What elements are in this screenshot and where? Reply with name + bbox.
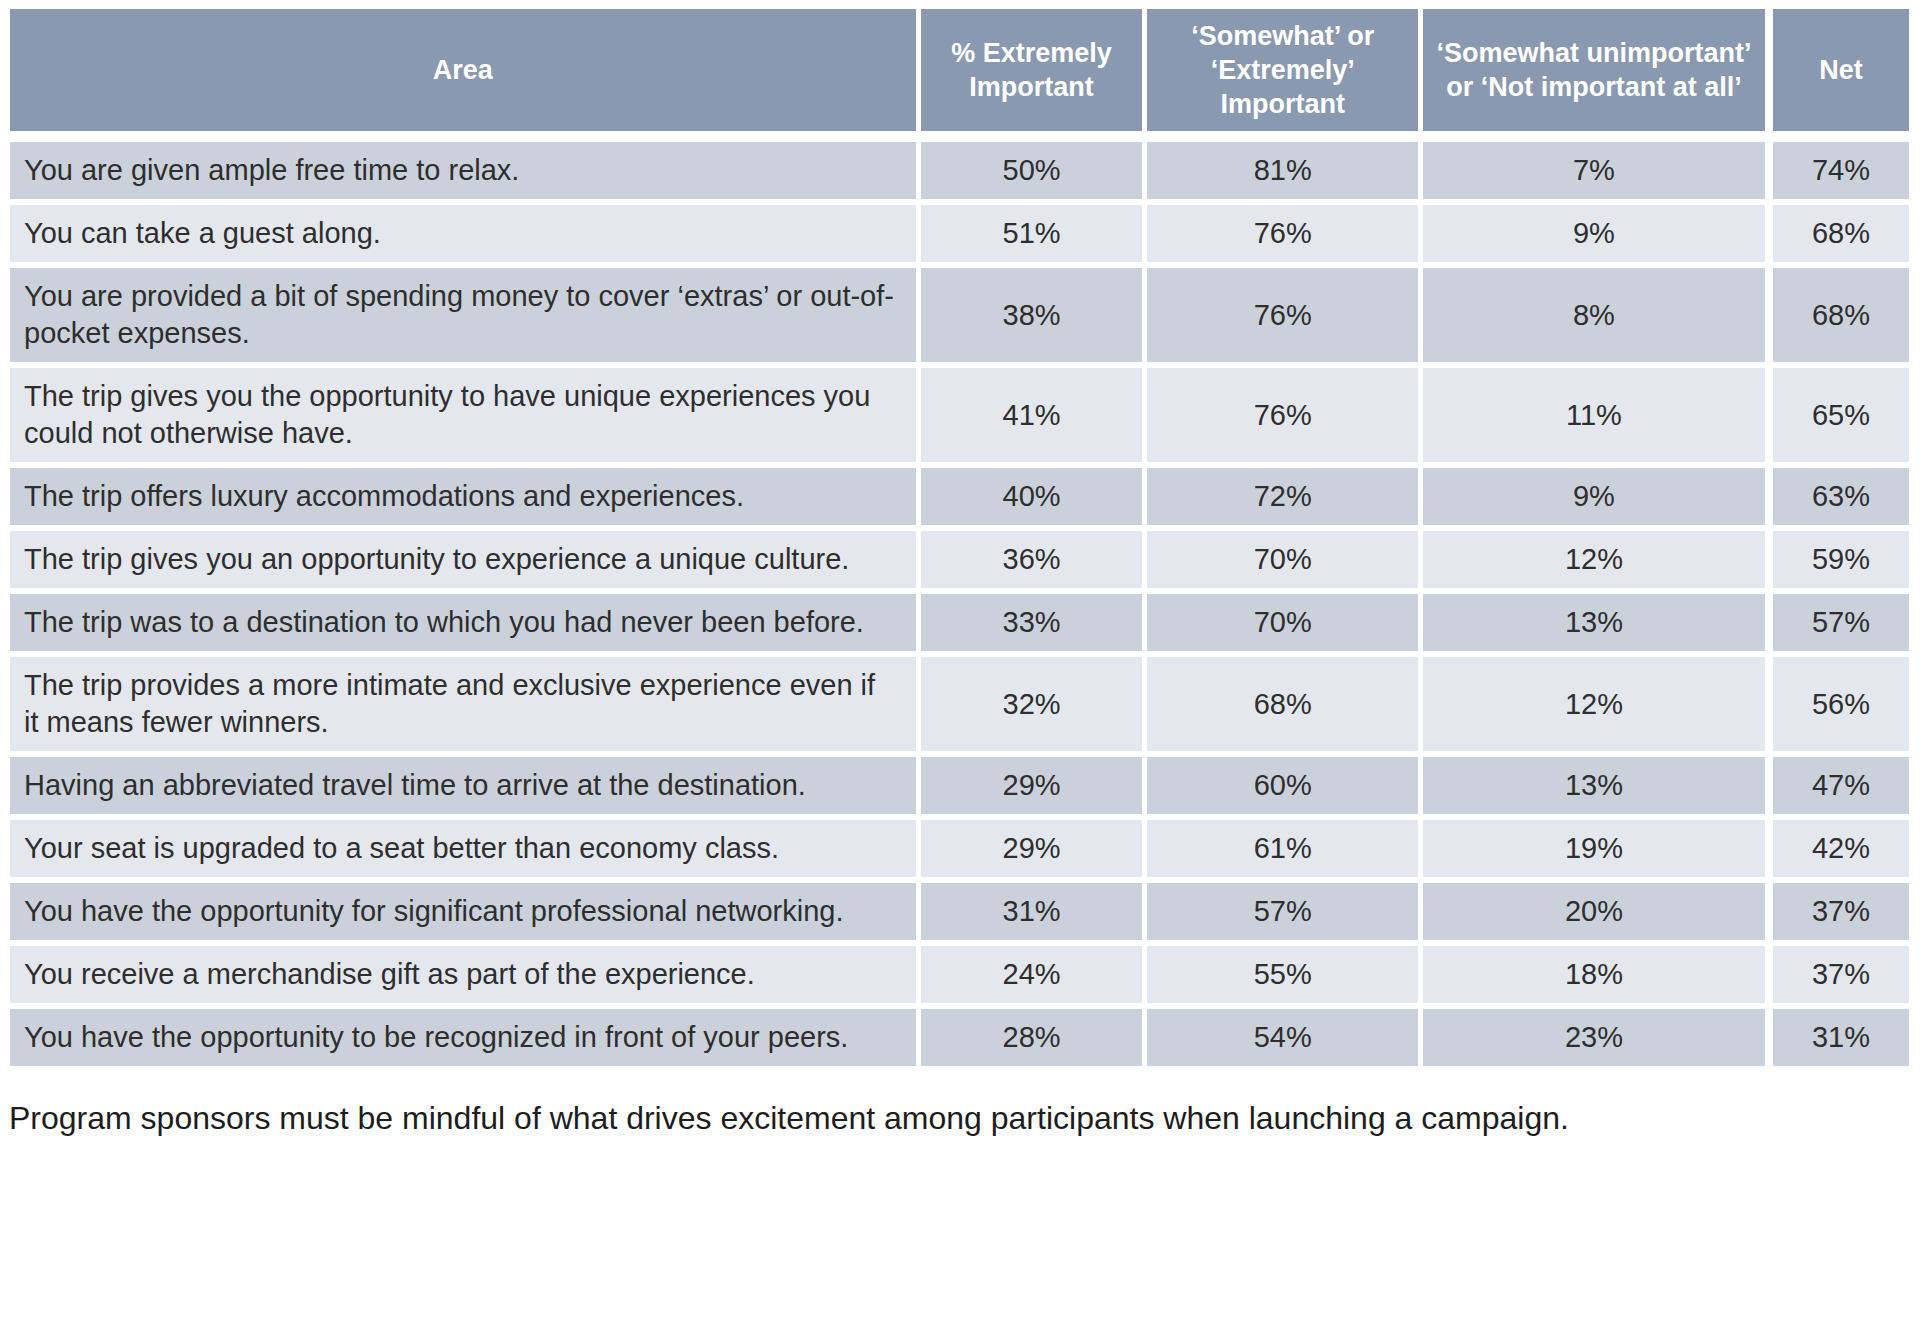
- table-row: The trip gives you an opportunity to exp…: [10, 531, 1909, 588]
- net-cell: 37%: [1770, 946, 1909, 1003]
- area-cell: The trip gives you an opportunity to exp…: [10, 531, 916, 588]
- somewhat-extremely-cell: 76%: [1147, 368, 1418, 462]
- area-cell: You are given ample free time to relax.: [10, 142, 916, 199]
- extremely-important-cell: 24%: [921, 946, 1143, 1003]
- area-cell: You are provided a bit of spending money…: [10, 268, 916, 362]
- extremely-important-cell: 32%: [921, 657, 1143, 751]
- somewhat-extremely-cell: 60%: [1147, 757, 1418, 814]
- table-row: You are given ample free time to relax. …: [10, 142, 1909, 199]
- area-cell: The trip offers luxury accommodations an…: [10, 468, 916, 525]
- unimportant-cell: 9%: [1423, 468, 1765, 525]
- somewhat-extremely-cell: 70%: [1147, 594, 1418, 651]
- table-row: You have the opportunity to be recognize…: [10, 1009, 1909, 1066]
- unimportant-cell: 13%: [1423, 757, 1765, 814]
- somewhat-extremely-cell: 55%: [1147, 946, 1418, 1003]
- area-cell: You have the opportunity for significant…: [10, 883, 916, 940]
- table-row: The trip offers luxury accommodations an…: [10, 468, 1909, 525]
- column-header-net: Net: [1770, 9, 1909, 136]
- somewhat-extremely-cell: 72%: [1147, 468, 1418, 525]
- net-cell: 68%: [1770, 268, 1909, 362]
- table-row: The trip was to a destination to which y…: [10, 594, 1909, 651]
- net-cell: 68%: [1770, 205, 1909, 262]
- unimportant-cell: 7%: [1423, 142, 1765, 199]
- extremely-important-cell: 28%: [921, 1009, 1143, 1066]
- footer-note: Program sponsors must be mindful of what…: [9, 1098, 1914, 1138]
- extremely-important-cell: 41%: [921, 368, 1143, 462]
- somewhat-extremely-cell: 57%: [1147, 883, 1418, 940]
- area-cell: The trip was to a destination to which y…: [10, 594, 916, 651]
- unimportant-cell: 13%: [1423, 594, 1765, 651]
- table-row: The trip provides a more intimate and ex…: [10, 657, 1909, 751]
- somewhat-extremely-cell: 68%: [1147, 657, 1418, 751]
- column-header-area: Area: [10, 9, 916, 136]
- area-cell: Having an abbreviated travel time to arr…: [10, 757, 916, 814]
- header-row: Area % Extremely Important ‘Somewhat’ or…: [10, 9, 1909, 136]
- unimportant-cell: 19%: [1423, 820, 1765, 877]
- unimportant-cell: 11%: [1423, 368, 1765, 462]
- unimportant-cell: 18%: [1423, 946, 1765, 1003]
- somewhat-extremely-cell: 81%: [1147, 142, 1418, 199]
- somewhat-extremely-cell: 76%: [1147, 205, 1418, 262]
- unimportant-cell: 12%: [1423, 657, 1765, 751]
- net-cell: 37%: [1770, 883, 1909, 940]
- extremely-important-cell: 29%: [921, 820, 1143, 877]
- extremely-important-cell: 33%: [921, 594, 1143, 651]
- extremely-important-cell: 51%: [921, 205, 1143, 262]
- area-cell: The trip gives you the opportunity to ha…: [10, 368, 916, 462]
- table-row: You have the opportunity for significant…: [10, 883, 1909, 940]
- area-cell: Your seat is upgraded to a seat better t…: [10, 820, 916, 877]
- column-header-extremely-important: % Extremely Important: [921, 9, 1143, 136]
- importance-survey-table: Area % Extremely Important ‘Somewhat’ or…: [5, 3, 1914, 1072]
- table-row: You are provided a bit of spending money…: [10, 268, 1909, 362]
- column-header-unimportant: ‘Somewhat unimportant’ or ‘Not important…: [1423, 9, 1765, 136]
- net-cell: 59%: [1770, 531, 1909, 588]
- extremely-important-cell: 36%: [921, 531, 1143, 588]
- table-body: You are given ample free time to relax. …: [10, 142, 1909, 1066]
- somewhat-extremely-cell: 70%: [1147, 531, 1418, 588]
- table-row: You can take a guest along. 51% 76% 9% 6…: [10, 205, 1909, 262]
- somewhat-extremely-cell: 76%: [1147, 268, 1418, 362]
- net-cell: 42%: [1770, 820, 1909, 877]
- net-cell: 31%: [1770, 1009, 1909, 1066]
- unimportant-cell: 23%: [1423, 1009, 1765, 1066]
- area-cell: The trip provides a more intimate and ex…: [10, 657, 916, 751]
- table-row: Your seat is upgraded to a seat better t…: [10, 820, 1909, 877]
- page: Area % Extremely Important ‘Somewhat’ or…: [0, 0, 1920, 1158]
- net-cell: 63%: [1770, 468, 1909, 525]
- extremely-important-cell: 50%: [921, 142, 1143, 199]
- area-cell: You can take a guest along.: [10, 205, 916, 262]
- somewhat-extremely-cell: 61%: [1147, 820, 1418, 877]
- extremely-important-cell: 31%: [921, 883, 1143, 940]
- net-cell: 57%: [1770, 594, 1909, 651]
- column-header-somewhat-extremely: ‘Somewhat’ or ‘Extremely’ Important: [1147, 9, 1418, 136]
- unimportant-cell: 12%: [1423, 531, 1765, 588]
- net-cell: 56%: [1770, 657, 1909, 751]
- table-row: Having an abbreviated travel time to arr…: [10, 757, 1909, 814]
- somewhat-extremely-cell: 54%: [1147, 1009, 1418, 1066]
- net-cell: 47%: [1770, 757, 1909, 814]
- extremely-important-cell: 29%: [921, 757, 1143, 814]
- unimportant-cell: 9%: [1423, 205, 1765, 262]
- net-cell: 65%: [1770, 368, 1909, 462]
- area-cell: You have the opportunity to be recognize…: [10, 1009, 916, 1066]
- unimportant-cell: 20%: [1423, 883, 1765, 940]
- table-header: Area % Extremely Important ‘Somewhat’ or…: [10, 9, 1909, 136]
- net-cell: 74%: [1770, 142, 1909, 199]
- area-cell: You receive a merchandise gift as part o…: [10, 946, 916, 1003]
- unimportant-cell: 8%: [1423, 268, 1765, 362]
- table-row: You receive a merchandise gift as part o…: [10, 946, 1909, 1003]
- extremely-important-cell: 38%: [921, 268, 1143, 362]
- extremely-important-cell: 40%: [921, 468, 1143, 525]
- table-row: The trip gives you the opportunity to ha…: [10, 368, 1909, 462]
